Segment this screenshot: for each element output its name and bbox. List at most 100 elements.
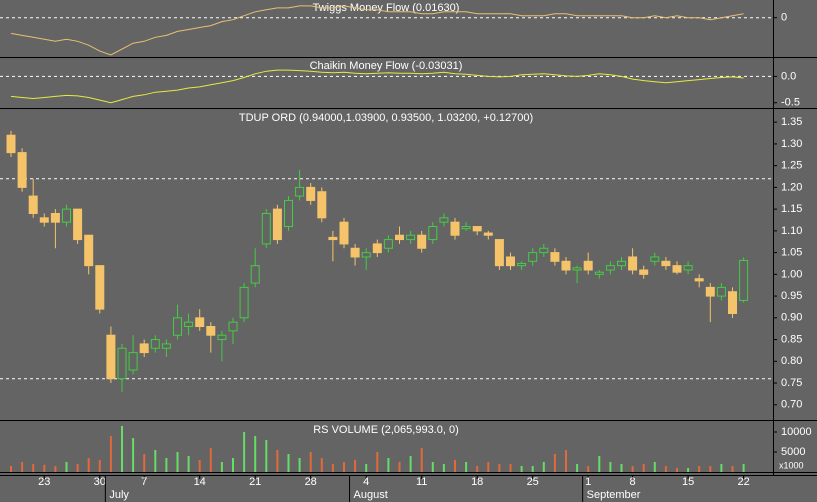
candle-body [428, 226, 438, 241]
volume-bar [98, 460, 101, 472]
candle-body [284, 199, 293, 228]
panel-title: Chaikin Money Flow (-0.03031) [310, 60, 463, 72]
volume-bar [698, 466, 701, 472]
x-tick-label: 18 [471, 476, 483, 488]
volume-bar [132, 438, 135, 472]
x-tick-label: 11 [416, 476, 427, 488]
candle-body [50, 212, 60, 223]
volume-bar [531, 466, 534, 472]
candle-body [106, 334, 116, 380]
x-tick-label: 25 [527, 476, 539, 488]
y-tick-label: 0.70 [781, 399, 802, 411]
volume-bar [209, 448, 212, 472]
candle-body [728, 291, 737, 314]
volume-bar [409, 456, 412, 472]
volume-bar [520, 466, 523, 472]
candle-body [117, 347, 127, 380]
y-tick-label: -0.5 [781, 97, 800, 109]
candle-body [395, 234, 404, 241]
candle-body [228, 321, 238, 332]
volume-bar [276, 450, 279, 472]
panel-title: TDUP ORD (0.94000,1.03900, 0.93500, 1.03… [239, 112, 533, 124]
volume-bar [198, 460, 201, 472]
volume-bar [442, 464, 445, 472]
x-tick-label: 7 [141, 476, 147, 488]
volume-bar [165, 458, 168, 472]
volume-bar [154, 450, 157, 472]
candle-body [417, 234, 427, 249]
volume-bar [509, 464, 512, 472]
month-label: September [587, 489, 641, 501]
candle-body [361, 252, 371, 258]
indicator-line [10, 69, 744, 104]
candle-body [639, 269, 649, 275]
y-tick-label: 0.80 [781, 355, 802, 367]
candle-body [506, 256, 515, 267]
y-tick-label: 1.15 [781, 203, 802, 215]
volume-bar [676, 468, 678, 472]
x-tick-label: 8 [630, 476, 636, 488]
volume-bar [454, 460, 456, 472]
y-tick-label: 0.0 [781, 70, 796, 82]
volume-bar [176, 452, 179, 472]
y-tick-label: 0.95 [781, 290, 802, 302]
x-tick-label: 4 [363, 476, 369, 488]
indicator-line [10, 5, 744, 56]
candle-body [572, 267, 582, 271]
candle-body [672, 265, 682, 273]
volume-bar [376, 452, 379, 472]
candle-body [517, 262, 527, 267]
volume-bar [54, 466, 57, 472]
candle-body [539, 247, 549, 254]
volume-bar [609, 462, 612, 472]
candle-body [317, 191, 327, 219]
volume-bar [287, 454, 290, 472]
volume-bar [298, 458, 301, 472]
volume-bar [87, 458, 90, 472]
x-tick-label: 28 [305, 476, 317, 488]
volume-bar [653, 462, 656, 472]
candle-body [372, 243, 382, 254]
volume-bar [465, 462, 468, 472]
month-label: August [354, 489, 388, 501]
candle-body [661, 260, 671, 267]
panel-title: RS VOLUME (2,065,993.0, 0) [313, 424, 459, 436]
volume-bar [32, 464, 35, 472]
candle-body [39, 217, 49, 223]
candle-body [528, 252, 538, 262]
volume-bar [553, 454, 556, 472]
volume-bar [65, 462, 68, 472]
volume-bar [10, 466, 12, 472]
volume-bar [331, 464, 334, 472]
candle-body [295, 186, 305, 197]
volume-bar [354, 460, 357, 472]
candle-body [328, 236, 338, 241]
x-tick-label: 30 [94, 476, 106, 488]
volume-bar [43, 464, 46, 472]
volume-bar [476, 466, 479, 472]
month-label: July [109, 489, 129, 501]
volume-bar [109, 436, 112, 472]
volume-bar [243, 432, 246, 472]
candle-body [550, 252, 560, 262]
x-tick-label: 23 [38, 476, 50, 488]
y-tick-label: 1.20 [781, 181, 802, 193]
volume-bar [420, 448, 423, 472]
candle-body [406, 234, 416, 241]
candle-body [17, 152, 27, 188]
volume-bar [343, 462, 345, 472]
candle-body [250, 265, 260, 284]
candle-body [705, 286, 715, 297]
candle-body [239, 286, 249, 319]
volume-bar [21, 462, 24, 472]
volume-bar [498, 464, 501, 472]
candle-body [73, 208, 83, 241]
y-tick-label: 0.75 [781, 377, 802, 389]
volume-bar [642, 464, 645, 472]
candle-body [6, 134, 16, 154]
volume-bar [121, 426, 123, 472]
volume-bar [309, 452, 312, 472]
candle-body [217, 334, 227, 341]
candle-body [461, 226, 471, 230]
volume-bar [664, 466, 667, 472]
